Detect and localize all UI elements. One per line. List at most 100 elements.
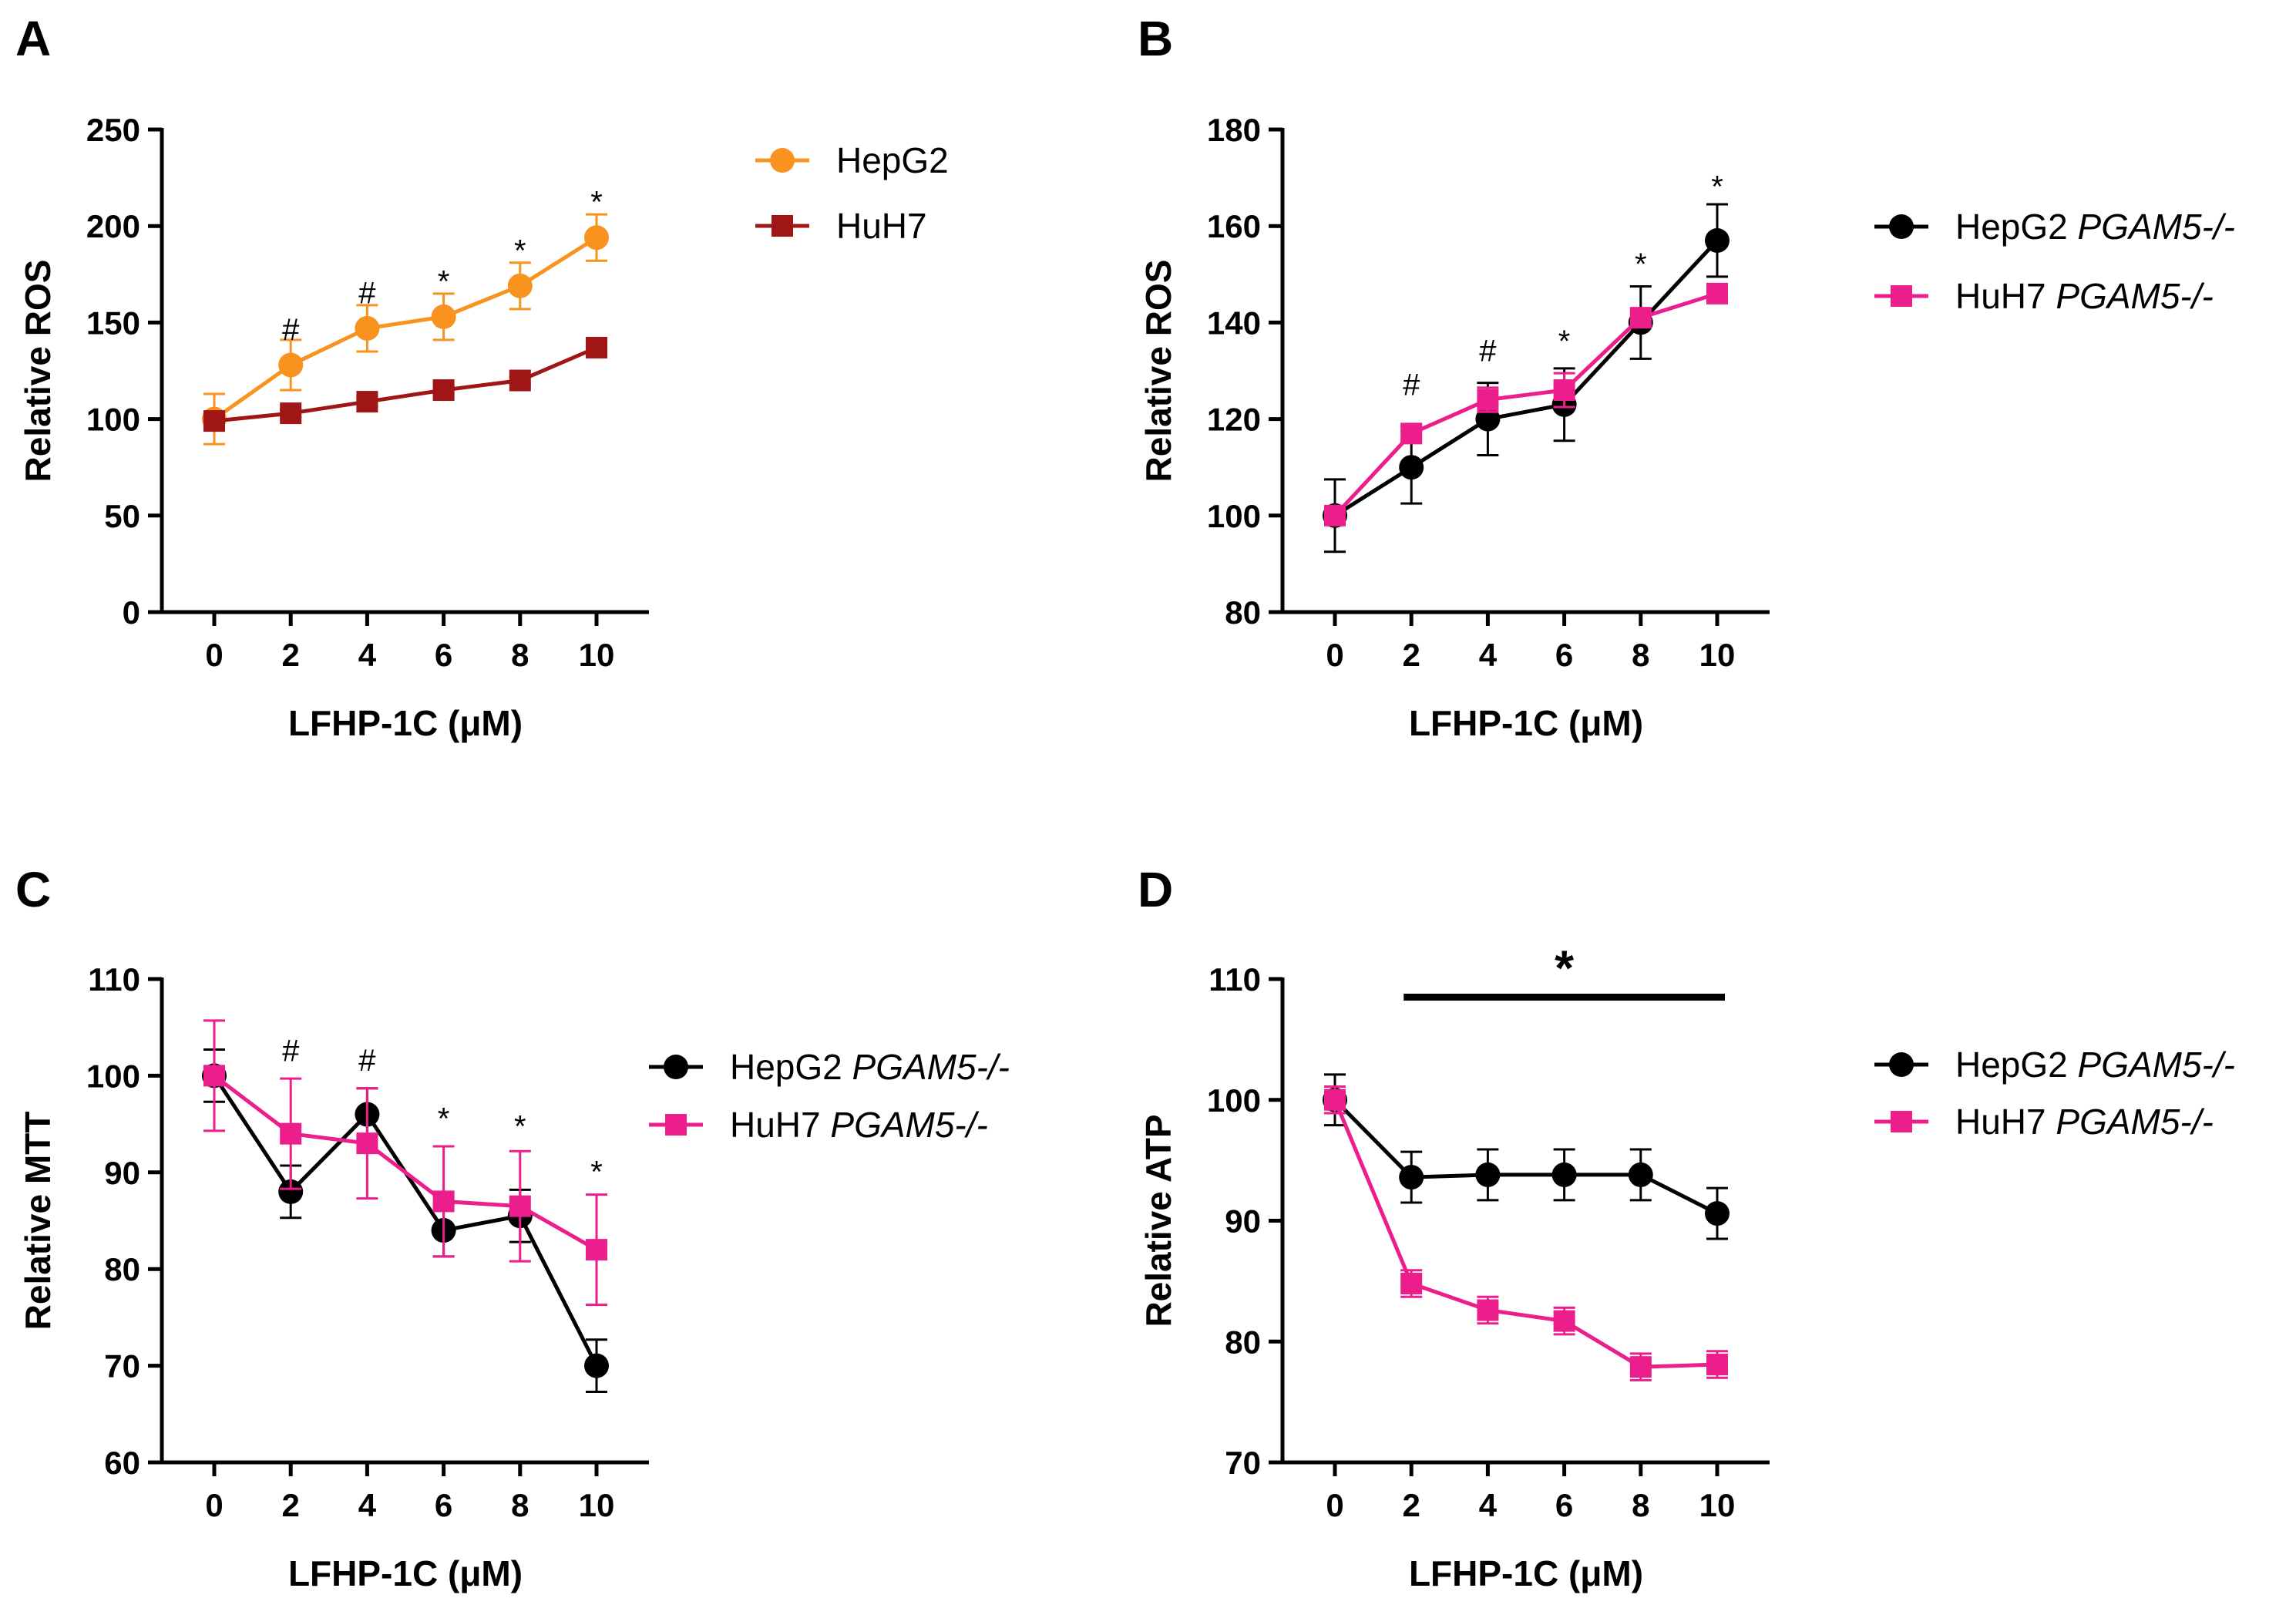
x-tick-label: 2 [1403,637,1420,673]
data-point [1705,227,1730,253]
series-line [213,236,598,421]
panel-a: A 0 50 100 150 200 250 0 2 4 6 8 10 LFHP-1C (μM) Relat… [15,11,949,743]
y-tick-label: 110 [88,961,140,998]
y-tick-label: 110 [1209,961,1261,998]
x-tick-label: 2 [282,637,300,673]
legend-entry: HuH7 PGAM5-/- [1874,276,2214,316]
legend-label: HepG2 [836,140,949,180]
significance-mark: # [1479,334,1497,368]
significance-mark: * [1558,325,1571,358]
y-tick-label: 160 [1207,208,1261,244]
legend-swatch-marker [665,1114,687,1136]
legend-label: HuH7 [836,206,927,246]
significance-mark: # [282,313,300,347]
y-tick-label: 90 [1225,1203,1261,1240]
y-tick-label: 250 [86,112,140,148]
x-tick-label: 2 [282,1487,300,1523]
data-point [1399,1165,1424,1190]
x-tick-label: 0 [205,637,223,673]
x-tick-label: 10 [579,1487,615,1523]
data-point [203,1065,225,1087]
data-point [1629,1356,1652,1378]
legend-label: HepG2 PGAM5-/- [1955,207,2235,247]
data-point [1477,1299,1499,1321]
data-point [1400,422,1423,445]
x-tick-label: 10 [1699,637,1736,673]
panel-label-c: C [15,862,51,917]
y-tick-label: 100 [1207,498,1261,534]
series-line [1333,1098,1719,1216]
data-point [280,1122,302,1145]
legend-label-genotype: PGAM5-/- [2078,207,2235,247]
data-point [356,1132,378,1155]
y-axis-label: Relative MTT [18,1112,58,1331]
x-tick-label: 6 [1555,637,1573,673]
legend-swatch-marker [771,215,793,237]
panel-b: B 80 100 120 140 160 180 0 2 4 6 8 10 LFHP-1C (μM) Rel… [1138,11,2235,743]
y-tick-label: 60 [104,1445,140,1481]
data-point [1706,282,1728,305]
legend: HepG2 PGAM5-/-HuH7 PGAM5-/- [649,1047,1010,1145]
legend-label-genotype: PGAM5-/- [2078,1045,2235,1085]
data-point [509,1195,531,1217]
data-point [507,273,533,298]
significance-mark: * [514,1109,526,1143]
y-tick-label: 150 [86,305,140,341]
data-point [432,1190,455,1213]
legend-swatch-marker [1889,1052,1914,1077]
y-tick-label: 100 [1207,1082,1261,1119]
panel-label-d: D [1138,862,1173,917]
series-2 [1324,282,1728,527]
significance-mark: * [438,264,450,298]
x-tick-label: 4 [1479,1487,1498,1523]
x-tick-label: 10 [579,637,615,673]
legend-label-genotype: PGAM5-/- [2056,1102,2213,1142]
significance-mark: * [590,186,603,220]
legend: HepG2 HuH7 [755,140,949,246]
significance-mark: * [438,1102,450,1136]
x-tick-label: 6 [435,637,452,673]
x-tick-label: 8 [511,1487,529,1523]
legend-swatch-marker [1891,1111,1912,1132]
y-tick-label: 80 [1225,1324,1261,1360]
legend-label-genotype: PGAM5-/- [852,1047,1010,1087]
x-tick-label: 2 [1403,1487,1420,1523]
x-tick-label: 0 [1326,1487,1343,1523]
data-point [1553,1310,1575,1332]
series-line [1333,291,1718,517]
y-tick-label: 180 [1207,112,1261,148]
legend-label-name: HuH7 [1955,1102,2056,1142]
data-point [586,336,607,358]
data-point [1399,455,1424,480]
data-point [432,379,455,402]
y-tick-label: 140 [1207,305,1261,341]
data-point [203,410,225,432]
data-point [431,304,456,329]
series-2 [1324,1085,1728,1381]
x-axis-label: LFHP-1C (μM) [288,703,523,743]
legend-entry: HepG2 PGAM5-/- [649,1047,1010,1087]
x-tick-label: 4 [1479,637,1498,673]
x-tick-label: 4 [358,637,377,673]
legend-label-name: HuH7 [836,206,927,246]
y-tick-label: 70 [1225,1445,1261,1481]
series-1 [202,213,609,446]
data-point [356,391,378,413]
data-point [1324,504,1346,527]
series-line [213,345,597,423]
data-point [1551,1162,1577,1187]
y-tick-label: 80 [1225,594,1261,631]
legend-entry: HuH7 [755,206,927,246]
data-point [355,315,380,341]
y-axis-label: Relative ROS [18,260,58,483]
legend-label: HepG2 PGAM5-/- [1955,1045,2235,1085]
significance-mark: # [358,276,376,310]
significance-mark: * [590,1155,603,1189]
x-tick-label: 8 [1632,637,1649,673]
legend-swatch-marker [770,148,795,173]
data-point [1477,389,1499,411]
x-tick-label: 10 [1699,1487,1736,1523]
significance-mark: # [282,1035,300,1068]
panel-label-a: A [15,11,51,66]
